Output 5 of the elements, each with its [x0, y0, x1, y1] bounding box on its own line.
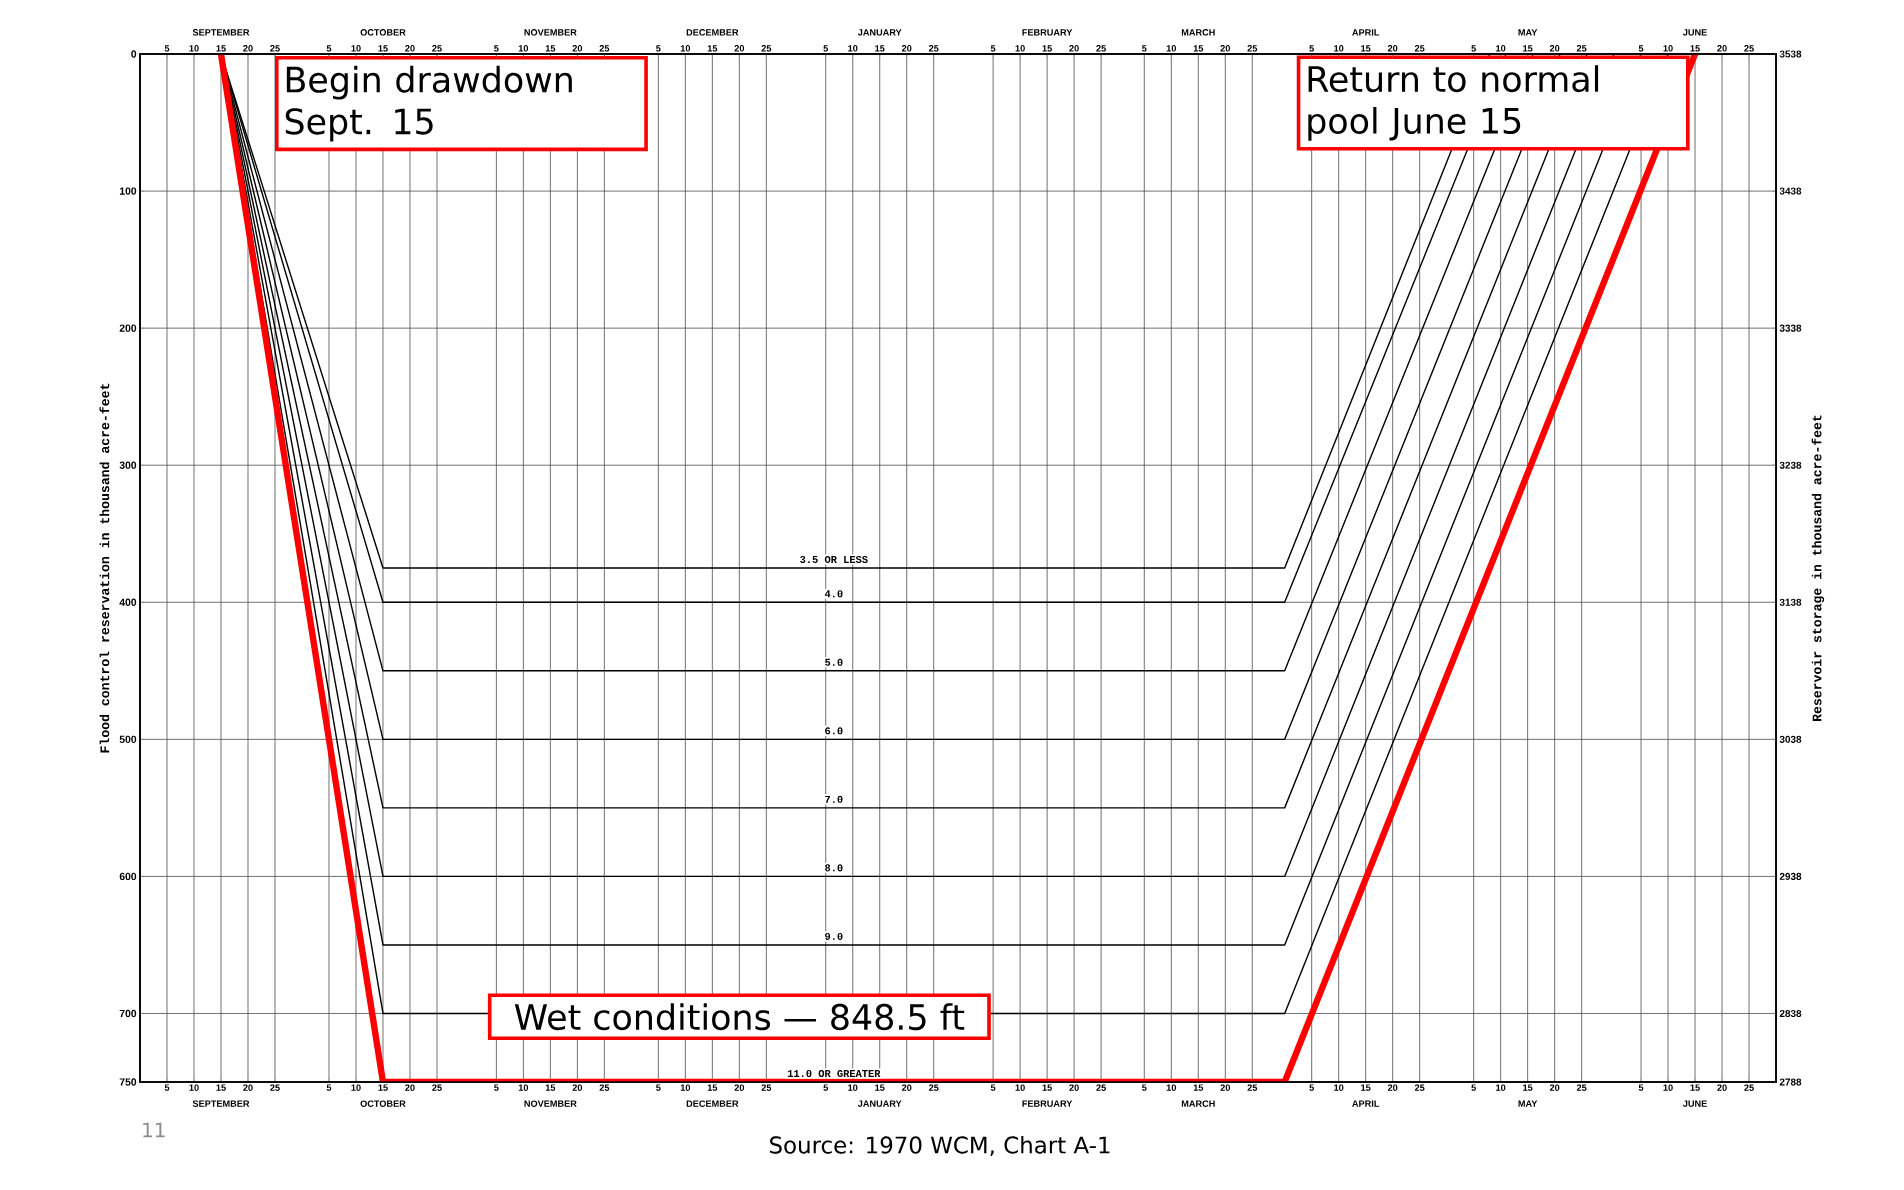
annotation: Wet conditions — 848.5 ft [514, 1003, 965, 1031]
annotation: Return to normal pool June 15 [1308, 65, 1599, 141]
text: 11 [143, 1122, 165, 1138]
source-note: Source: 1970 WCM, Chart A-1 [770, 1135, 1110, 1157]
annotation: Begin drawdown Sept. 15 [285, 65, 572, 142]
